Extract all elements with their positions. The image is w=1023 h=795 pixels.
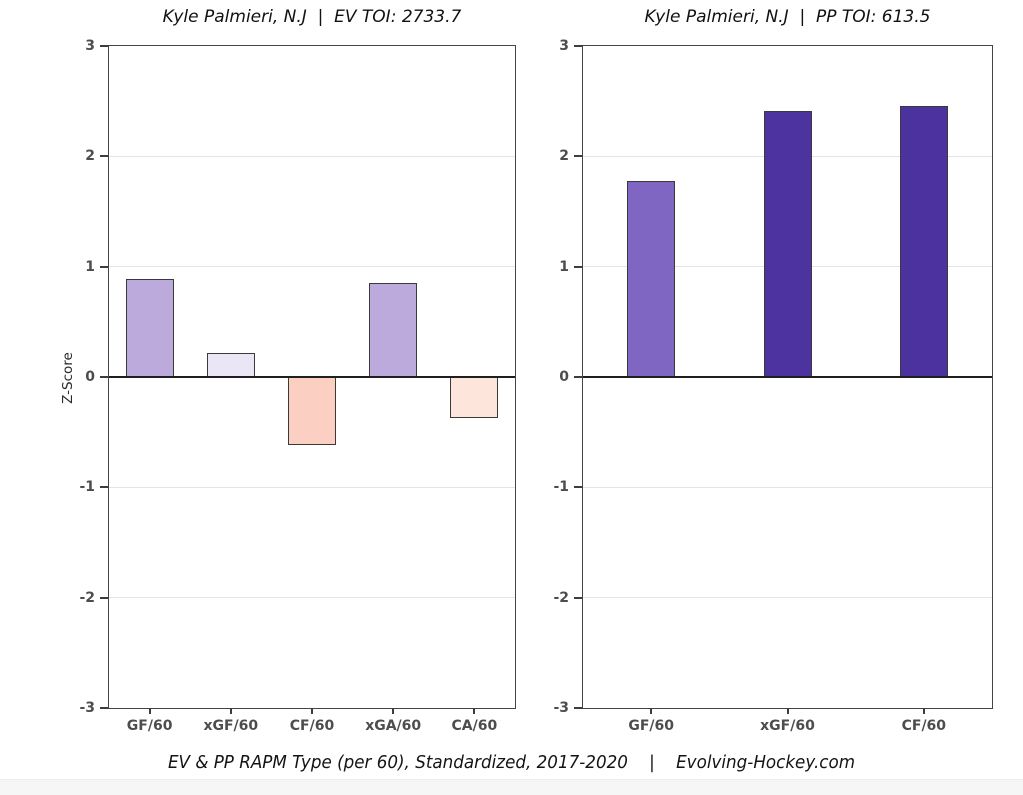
x-tick: [650, 708, 653, 714]
y-tick: [574, 707, 582, 709]
y-tick-label: 2: [559, 148, 569, 165]
y-tick: [574, 596, 582, 599]
y-tick: [100, 376, 108, 378]
bar-xgf-60: [763, 111, 812, 377]
x-tick-label: CA/60: [451, 718, 498, 734]
x-tick-label: GF/60: [628, 718, 674, 734]
bar-cf-60: [288, 377, 336, 446]
y-tick-label: -2: [79, 589, 95, 606]
left-chart-title: Kyle Palmieri, N.J | EV TOI: 2733.7: [162, 7, 462, 27]
bar-xga-60: [369, 283, 418, 377]
x-tick: [311, 708, 313, 714]
y-tick-label: -1: [553, 479, 569, 496]
bar-cf-60: [899, 105, 948, 377]
y-tick: [574, 486, 582, 489]
gridline-y-2: [109, 597, 515, 599]
x-tick: [392, 708, 395, 714]
gridline-y2: [109, 155, 515, 157]
y-tick-label: 0: [85, 369, 95, 385]
y-tick: [100, 155, 108, 158]
x-tick: [148, 708, 151, 714]
y-tick-label: 1: [85, 258, 95, 275]
gridline-y-1: [109, 486, 515, 488]
pp-chart-panel: GF/60 xGF/60 CF/60 3 2 1 0 -1 -2 -3: [553, 38, 993, 734]
right-chart-title: Kyle Palmieri, N.J | PP TOI: 613.5: [644, 7, 931, 27]
x-tick-label: CF/60: [901, 718, 947, 734]
x-tick-label: xGF/60: [203, 718, 259, 734]
y-tick-label: -3: [79, 700, 95, 716]
bottom-strip: [0, 779, 1023, 795]
y-tick-label: 3: [85, 38, 95, 54]
zero-line: [583, 376, 992, 378]
y-tick: [100, 486, 108, 489]
y-tick: [100, 707, 108, 709]
bar-ca-60: [450, 377, 499, 418]
y-tick: [574, 265, 582, 268]
x-tick-label: GF/60: [126, 718, 173, 734]
x-tick: [786, 708, 789, 714]
figure-caption: EV & PP RAPM Type (per 60), Standardized…: [167, 752, 856, 773]
x-tick-label: xGF/60: [760, 718, 815, 734]
x-tick-label: CF/60: [289, 718, 335, 734]
gridline-y1: [109, 266, 515, 268]
x-tick-label: xGA/60: [365, 718, 422, 734]
bar-xgf-60: [206, 352, 255, 377]
y-tick: [100, 596, 108, 599]
y-tick: [574, 45, 582, 47]
ev-chart-panel: GF/60 xGF/60 CF/60 xGA/60 CA/60 3 2 1 0 -1 -2 -3: [79, 38, 516, 734]
y-tick-label: -1: [79, 479, 95, 496]
y-tick-label: -3: [553, 700, 569, 716]
y-tick: [100, 265, 108, 268]
y-tick: [574, 155, 582, 158]
gridline-y-1: [583, 486, 992, 488]
x-tick: [229, 708, 232, 714]
x-tick: [922, 708, 925, 714]
zero-line: [109, 376, 515, 378]
bar-gf-60: [125, 278, 174, 377]
gridline-y-2: [583, 597, 992, 599]
y-tick-label: 1: [559, 258, 569, 275]
y-tick-label: 3: [559, 38, 569, 54]
y-tick: [100, 45, 108, 47]
y-tick: [574, 376, 582, 378]
bar-gf-60: [627, 180, 676, 377]
y-tick-label: 2: [85, 148, 95, 165]
y-tick-label: 0: [559, 369, 569, 385]
x-tick: [473, 708, 476, 714]
y-tick-label: -2: [553, 589, 569, 606]
